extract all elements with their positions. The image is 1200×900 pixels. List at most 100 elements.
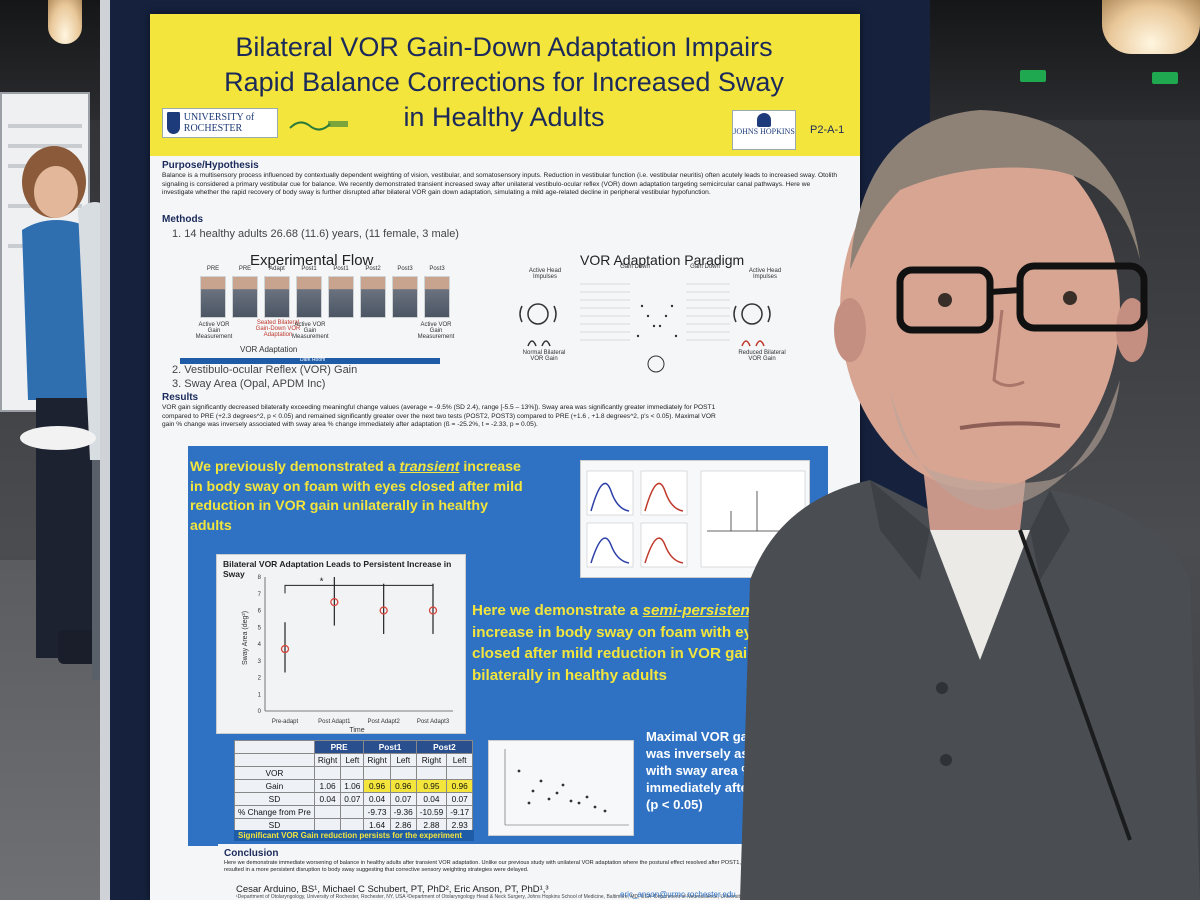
table-cell [446,766,474,780]
table-cell: 2.93 [446,818,474,832]
table-subheader: Left [389,753,417,767]
experimental-flow-title: Experimental Flow [250,252,374,269]
x-tick-label: Post Adapt1 [318,719,351,725]
table-row: Gain 1.06 1.06 0.96 0.96 0.95 0.96 [234,779,474,793]
results-heading: Results [162,392,199,403]
lab-logo [289,121,348,131]
gain-down-label: Gain Down [690,264,720,270]
y-axis-label: Sway Area (deg²) [242,611,249,665]
table-cell: 0.04 [313,792,342,806]
dark-room-label: Dark Room [300,357,326,363]
flow-step-label: Post1 [333,266,349,272]
sway-chart: Bilateral VOR Adaptation Leads to Persis… [216,554,466,734]
significance-marker: * [320,576,324,587]
active-head-label: Active Head Impulses [748,268,782,280]
gain-down-label: Gain Down [620,264,650,270]
flow-photo [264,276,290,318]
vor-adaptation-label: VOR Adaptation [240,345,298,354]
y-tick-label: 8 [258,575,262,581]
purpose-heading: Purpose/Hypothesis [162,160,259,171]
x-tick-label: Post Adapt2 [367,719,400,725]
y-tick-label: 4 [258,642,262,648]
exit-sign [1020,70,1046,82]
flow-step-label: PRE [206,266,220,272]
conclusion-text: Here we demonstrate immediate worsening … [224,860,804,873]
callout-semi-persistent: Here we demonstrate a semi-persistent in… [472,602,770,684]
flow-photo [296,276,322,318]
crest-icon [757,113,771,127]
table-row-label: Gain [234,779,315,793]
scatter-plot [488,740,634,836]
y-tick-label: 2 [258,676,262,682]
research-poster: Bilateral VOR Gain-Down Adaptation Impai… [150,14,860,900]
sway-chart-svg: 0 1 2 3 4 5 6 7 8 Pre-adapt Post Adapt1 Post Adapt… [242,575,453,734]
table-cell: 0.07 [389,792,417,806]
table-row-label: SD [234,818,315,832]
chart-title: Bilateral VOR Adaptation Leads to Persis… [223,559,452,579]
table-row-label: VOR [234,766,315,780]
table-cell [313,805,342,819]
table-cell [313,766,342,780]
paradigm-title: VOR Adaptation Paradigm [580,252,745,268]
results-text: VOR gain significantly decreased bilater… [162,404,716,429]
emphasis-semi-persistent: semi-persistent [642,602,755,619]
table-row-label: % Change from Pre [234,805,315,819]
table-subheader: Right [313,753,342,767]
table-cell: -9.36 [389,805,417,819]
table-subheader: Right [363,753,391,767]
data-point [330,597,339,607]
author-line: Cesar Arduino, BS¹, Michael C Schubert, … [236,884,549,895]
poster-id: P2-A-1 [810,124,845,136]
methods-item: 1. 14 healthy adults 26.68 (11.6) years,… [172,228,459,240]
x-axis-label: Time [349,727,364,734]
flow-sublabel: Active VOR Gain Measurement [417,322,455,340]
exit-sign [1152,72,1178,84]
table-cell: 1.06 [340,779,365,793]
ceiling-lamp [48,0,82,44]
table-row: % Change from Pre -9.73 -9.36 -10.59 -9.17 [234,805,474,819]
table-cell: 0.96 [446,779,474,793]
table-cell [415,766,448,780]
ceiling-lamp [1102,0,1200,54]
data-point [379,606,388,615]
contact-email: eric_anson@urmc.rochester.edu [620,890,736,899]
active-head-label: Active Head Impulses [528,268,562,280]
flow-step-label: Post2 [365,266,381,272]
table-row-label: SD [234,792,315,806]
flow-photo [200,276,226,318]
vor-paradigm-diagram [519,283,771,373]
x-tick-label: Post Adapt3 [417,719,450,725]
flow-sublabel: Active VOR Gain Measurement [195,322,233,340]
table-cell [340,766,365,780]
vor-gain-table: PRE Post1 Post2 Right Left Right Left Ri… [234,740,474,832]
methods-item: 2. Vestibulo-ocular Reflex (VOR) Gain [172,364,358,376]
table-cell: -9.17 [446,805,474,819]
johns-hopkins-logo: JOHNS HOPKINS [732,110,796,150]
rochester-logo: UNIVERSITY of ROCHESTER [162,108,278,138]
data-point [280,644,290,654]
flow-photo [424,276,450,318]
y-tick-label: 7 [258,592,262,598]
data-point [428,606,438,615]
poster-title: Bilateral VOR Gain-Down Adaptation Impai… [224,32,784,132]
table-cell: 1.06 [313,779,342,793]
table-cell: 0.07 [446,792,474,806]
dark-room-bar [180,358,440,364]
table-cell: 0.04 [363,792,391,806]
flow-step-label: Post1 [301,266,317,272]
table-cell: 0.96 [389,779,417,793]
affiliations: ¹Department of Otolaryngology, Universit… [236,894,820,900]
y-tick-label: 1 [258,692,262,698]
table-cell: 0.07 [340,792,365,806]
presenter-photo [740,110,1200,900]
table-cell: 0.95 [415,779,448,793]
purpose-text: Balance is a multisensory process influe… [162,172,838,197]
normal-gain-label: Normal Bilateral VOR Gain [522,350,566,362]
conclusion-section: Conclusion Here we demonstrate immediate… [218,844,828,900]
methods-item: 3. Sway Area (Opal, APDM Inc) [172,378,326,390]
callout-transient: We previously demonstrated a transient i… [190,459,523,534]
conclusion-heading: Conclusion [224,848,279,859]
flow-step-label: Adapt [269,266,285,272]
table-cell: -10.59 [415,805,448,819]
table-subheader: Left [340,753,365,767]
